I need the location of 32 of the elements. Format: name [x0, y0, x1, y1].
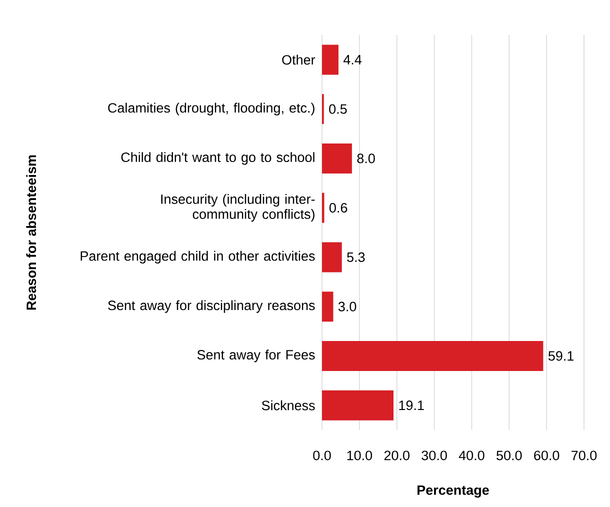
y-tick-label: Sent away for disciplinary reasons [108, 300, 315, 313]
x-tick-label: 70.0 [572, 450, 597, 460]
x-tick-label: 30.0 [422, 450, 447, 460]
data-label: 5.3 [347, 252, 365, 262]
bar [322, 340, 544, 371]
y-axis-title: Reason for absenteeism [26, 155, 36, 310]
bar [322, 44, 338, 75]
x-tick-label: 0.0 [313, 450, 331, 460]
data-label: 8.0 [357, 154, 375, 164]
y-tick-label: Other [282, 54, 316, 65]
y-tick-label: Sent away for Fees [197, 350, 315, 362]
y-tick-label: Sickness [262, 400, 315, 410]
x-tick-label: 60.0 [534, 450, 560, 460]
data-label: 0.5 [329, 104, 347, 114]
data-label: 0.6 [329, 203, 348, 213]
y-tick-label: Insecurity (including inter-community conflicts) [161, 194, 315, 222]
x-tick-label: 50.0 [496, 450, 522, 460]
data-label: 19.1 [399, 400, 424, 410]
data-label: 3.0 [338, 302, 356, 312]
y-tick-label: Calamities (drought, flooding, etc.) [108, 102, 314, 116]
x-tick-label: 40.0 [458, 450, 484, 460]
bar [322, 143, 352, 174]
x-tick-label: 10.0 [347, 450, 372, 460]
x-axis-title: Percentage [418, 485, 489, 498]
bar [322, 292, 334, 322]
data-label: 59.1 [548, 351, 574, 361]
y-tick-label: Child didn't want to go to school [121, 152, 314, 165]
data-label: 4.4 [343, 55, 362, 64]
bar [322, 242, 342, 272]
x-tick-label: 20.0 [384, 450, 410, 460]
bar [322, 390, 394, 420]
y-tick-label: Parent engaged child in other activities [80, 250, 315, 264]
